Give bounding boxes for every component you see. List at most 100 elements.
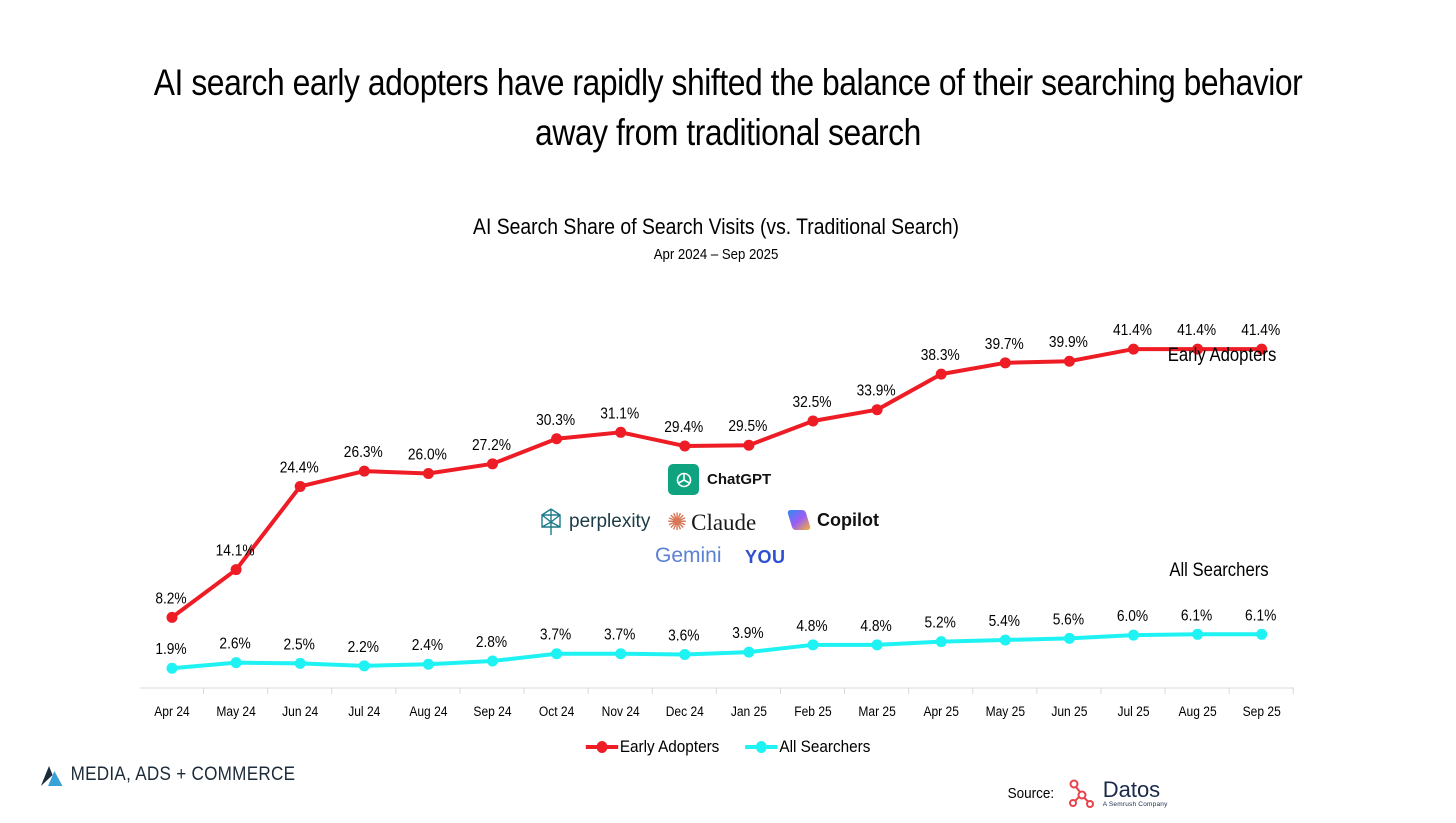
data-label-early-adopters: 38.3% (921, 346, 960, 364)
data-label-all-searchers: 2.6% (219, 635, 250, 653)
data-label-early-adopters: 29.4% (664, 418, 703, 436)
data-point-early-adopters (1063, 355, 1075, 367)
x-tick-label: May 25 (986, 703, 1025, 719)
x-tick-label: May 24 (216, 703, 255, 719)
legend-item-early-adopters: Early Adopters (585, 737, 720, 757)
x-tick-label: Nov 24 (602, 703, 640, 719)
data-point-all-searchers (1192, 628, 1204, 640)
data-label-early-adopters: 41.4% (1177, 321, 1216, 339)
data-label-early-adopters: 31.1% (600, 404, 639, 422)
data-point-early-adopters (871, 404, 883, 416)
data-label-early-adopters: 26.0% (408, 446, 447, 464)
data-label-all-searchers: 6.0% (1117, 607, 1148, 625)
x-tick-label: Mar 25 (858, 703, 895, 719)
x-tick-label: Dec 24 (666, 703, 704, 719)
data-label-all-searchers: 6.1% (1245, 606, 1276, 624)
headline-line-2: away from traditional search (535, 112, 921, 153)
data-label-all-searchers: 4.8% (860, 617, 891, 635)
x-tick-label: Feb 25 (794, 703, 831, 719)
data-point-all-searchers (230, 657, 242, 669)
legend-swatch-early-adopters (585, 741, 619, 753)
data-label-all-searchers: 2.5% (284, 635, 315, 653)
data-point-all-searchers (487, 655, 498, 667)
data-point-early-adopters (1192, 343, 1204, 355)
data-label-all-searchers: 2.2% (348, 638, 379, 656)
data-point-early-adopters (999, 357, 1011, 369)
early-adopters-annotation: Early Adopters (1168, 344, 1277, 365)
data-point-all-searchers (358, 660, 370, 672)
data-point-early-adopters (487, 458, 498, 470)
data-point-early-adopters (679, 440, 691, 452)
x-tick-label: Jun 24 (282, 703, 318, 719)
chart-title: AI Search Share of Search Visits (vs. Tr… (473, 215, 959, 239)
datos-sub: A Semrush Company (1102, 800, 1168, 808)
legend-swatch-all-searchers (745, 741, 778, 753)
data-label-early-adopters: 39.7% (985, 335, 1024, 353)
data-label-all-searchers: 2.8% (476, 633, 507, 651)
data-point-early-adopters (166, 611, 178, 623)
data-point-early-adopters (551, 433, 563, 445)
headline-line-1: AI search early adopters have rapidly sh… (153, 62, 1303, 103)
legend-label-all-searchers: All Searchers (779, 737, 871, 756)
source-credit: Source: Datos A Semrush Company (1005, 778, 1168, 808)
data-label-early-adopters: 32.5% (793, 393, 832, 411)
x-tick-label: Oct 24 (539, 703, 574, 719)
data-label-early-adopters: 27.2% (472, 436, 511, 454)
data-point-all-searchers (422, 658, 434, 670)
brand-icon (40, 763, 63, 787)
data-point-all-searchers (679, 649, 691, 661)
data-point-all-searchers (1256, 628, 1268, 640)
data-point-all-searchers (807, 639, 819, 651)
chart-subtitle: Apr 2024 – Sep 2025 (654, 245, 779, 262)
datos-name: Datos (1102, 776, 1161, 802)
data-point-early-adopters (807, 415, 819, 427)
data-label-all-searchers: 3.9% (732, 624, 763, 642)
data-label-early-adopters: 41.4% (1241, 321, 1280, 339)
data-point-all-searchers (1128, 629, 1139, 641)
data-point-all-searchers (294, 657, 306, 669)
headline: AI search early adopters have rapidly sh… (102, 58, 1354, 158)
data-label-all-searchers: 1.9% (155, 640, 186, 658)
series-line-early-adopters (170, 347, 1262, 619)
data-point-early-adopters (230, 564, 242, 576)
data-label-early-adopters: 14.1% (216, 542, 255, 560)
data-label-early-adopters: 8.2% (155, 589, 186, 607)
data-point-early-adopters (743, 439, 755, 451)
data-point-early-adopters (1256, 343, 1268, 355)
brand-logo: MEDIA, ADS + COMMERCE (40, 763, 295, 787)
data-label-early-adopters: 29.5% (728, 417, 767, 435)
data-label-all-searchers: 5.6% (1053, 610, 1084, 628)
series-line-all-searchers (171, 632, 1262, 671)
data-point-all-searchers (743, 646, 755, 658)
legend-item-all-searchers: All Searchers (745, 737, 870, 757)
data-label-all-searchers: 3.7% (604, 626, 635, 644)
data-label-early-adopters: 30.3% (536, 411, 575, 429)
data-label-all-searchers: 3.7% (540, 626, 571, 644)
data-point-early-adopters (422, 468, 434, 480)
data-label-early-adopters: 26.3% (344, 443, 383, 461)
x-tick-label: Jun 25 (1051, 703, 1087, 719)
data-point-all-searchers (551, 648, 563, 660)
data-label-all-searchers: 2.4% (412, 636, 443, 654)
source-label: Source: (1007, 784, 1055, 802)
x-tick-label: Aug 24 (409, 703, 447, 719)
data-label-early-adopters: 41.4% (1113, 321, 1152, 339)
x-tick-label: Apr 25 (923, 703, 958, 719)
data-label-all-searchers: 3.6% (668, 627, 699, 645)
datos-wordmark: Datos A Semrush Company (1102, 776, 1168, 808)
data-label-early-adopters: 33.9% (857, 382, 896, 400)
x-tick-label: Jul 25 (1117, 703, 1149, 719)
data-point-early-adopters (615, 426, 627, 438)
x-tick-label: Jan 25 (731, 703, 767, 719)
data-point-early-adopters (358, 465, 370, 477)
data-point-early-adopters (294, 480, 306, 492)
x-tick-label: Sep 25 (1243, 703, 1281, 719)
x-tick-label: Jul 24 (348, 703, 380, 719)
legend-label-early-adopters: Early Adopters (619, 737, 720, 756)
data-label-all-searchers: 5.2% (925, 614, 956, 632)
all-searchers-annotation: All Searchers (1169, 559, 1268, 580)
x-tick-label: Aug 25 (1179, 703, 1217, 719)
brand-text: MEDIA, ADS + COMMERCE (70, 764, 296, 785)
x-tick-label: Apr 24 (154, 703, 189, 719)
